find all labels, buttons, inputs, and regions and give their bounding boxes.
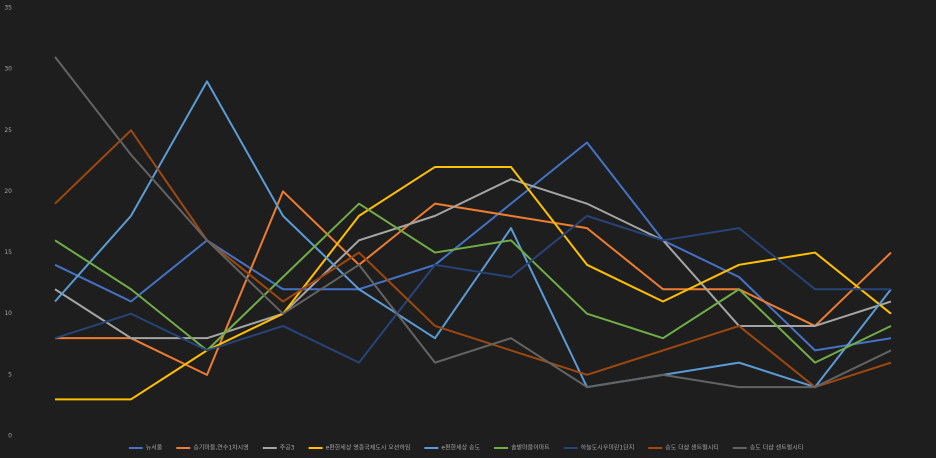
series-line [54,202,892,364]
y-tick-label: 15 [4,249,12,256]
legend-label: 하늘도시우미린1단지 [581,444,635,452]
y-tick-label: 5 [8,371,12,378]
legend-label: 송도 더샵 센트럴시티 [665,444,719,452]
series-line [55,165,892,401]
legend-label: 솔밭마을이마트 [511,444,550,452]
y-tick-label: 30 [4,66,12,73]
legend: 뉴서울 승기마을,연수1차시영 주공3 e편한세상 영종국제도시 오션하임 e편한세상 … [128,444,804,452]
series-line [54,178,892,340]
legend-label: 뉴서울 [146,444,163,452]
y-tick-label: 25 [4,127,12,134]
series-line [54,56,892,389]
legend-label: 송도 더샵 센트럴시티 [750,444,804,452]
series-line [55,190,892,376]
y-tick-label: 0 [8,433,12,440]
legend-label: 주공3 [280,445,295,452]
series-line [54,214,891,364]
y-tick-label: 35 [4,5,12,12]
legend-label: e편한세상 영종국제도시 오션하임 [326,444,411,452]
legend-label: 승기마을,연수1차시영 [193,444,248,452]
legend-label: e편한세상 송도 [441,444,480,452]
y-tick-label: 10 [4,310,12,317]
y-tick-label: 20 [4,188,12,195]
series-line [54,129,892,389]
series-line [54,80,892,389]
series-line [54,141,892,352]
